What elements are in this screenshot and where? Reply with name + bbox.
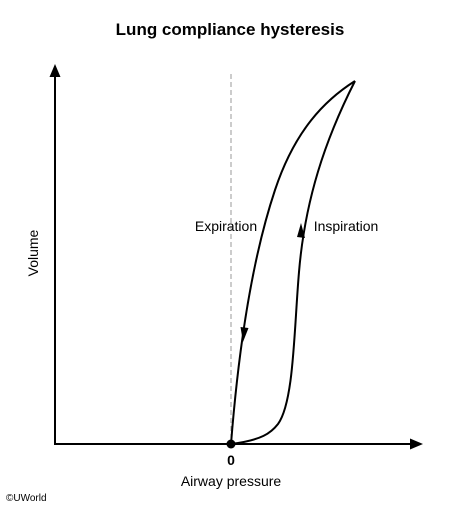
expiration-arrow: [240, 327, 249, 342]
inspiration-arrow: [297, 223, 305, 238]
expiration-label: Expiration: [195, 218, 257, 234]
expiration-curve: [230, 80, 356, 445]
inspiration-curve: [230, 80, 356, 445]
origin-point: [226, 439, 236, 449]
copyright-credit: ©UWorld: [6, 493, 47, 504]
chart-title: Lung compliance hysteresis: [115, 20, 345, 39]
inspiration-label: Inspiration: [314, 218, 379, 234]
x-tick-label: 0: [227, 452, 235, 468]
x-axis-label: Airway pressure: [180, 473, 282, 489]
x-axis-arrow: [410, 438, 423, 450]
y-axis-arrow: [49, 64, 61, 77]
